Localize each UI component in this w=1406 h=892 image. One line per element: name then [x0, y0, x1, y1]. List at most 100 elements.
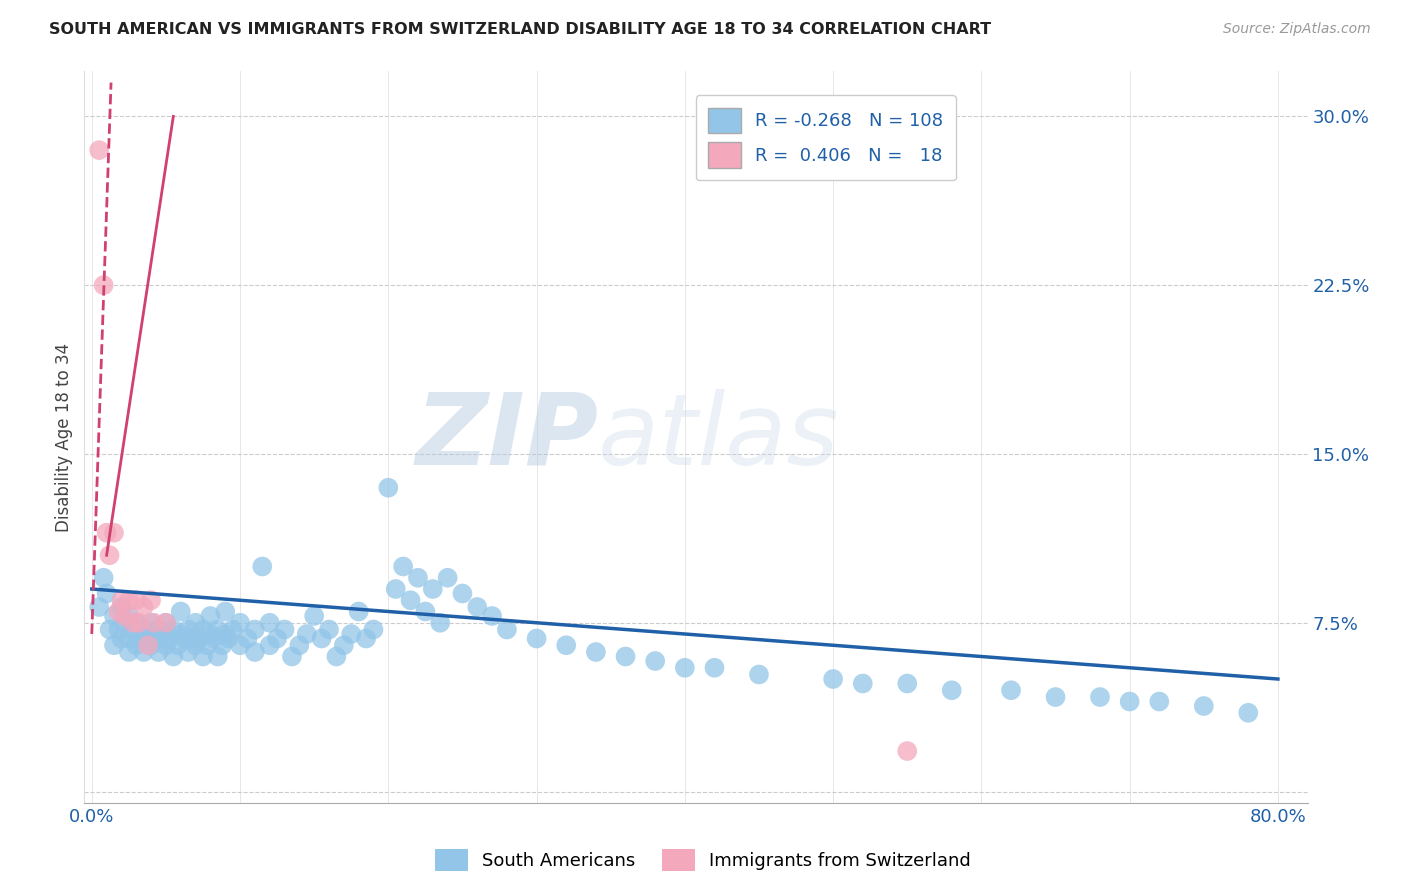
Point	[110, 632, 132, 646]
Point	[132, 599, 155, 614]
Point	[614, 649, 637, 664]
Point	[118, 593, 141, 607]
Point	[214, 627, 236, 641]
Point	[155, 615, 177, 630]
Point	[125, 615, 148, 630]
Point	[896, 676, 918, 690]
Point	[406, 571, 429, 585]
Point	[122, 615, 145, 630]
Point	[422, 582, 444, 596]
Point	[221, 623, 243, 637]
Point	[93, 278, 115, 293]
Text: SOUTH AMERICAN VS IMMIGRANTS FROM SWITZERLAND DISABILITY AGE 18 TO 34 CORRELATIO: SOUTH AMERICAN VS IMMIGRANTS FROM SWITZE…	[49, 22, 991, 37]
Point	[139, 615, 162, 630]
Point	[585, 645, 607, 659]
Point	[122, 623, 145, 637]
Point	[177, 645, 200, 659]
Point	[103, 638, 125, 652]
Point	[1192, 699, 1215, 714]
Point	[148, 645, 170, 659]
Point	[103, 609, 125, 624]
Point	[139, 593, 162, 607]
Point	[644, 654, 666, 668]
Point	[197, 638, 219, 652]
Point	[191, 623, 214, 637]
Point	[252, 559, 274, 574]
Point	[1000, 683, 1022, 698]
Point	[318, 623, 340, 637]
Y-axis label: Disability Age 18 to 34: Disability Age 18 to 34	[55, 343, 73, 532]
Point	[325, 649, 347, 664]
Point	[526, 632, 548, 646]
Point	[202, 632, 225, 646]
Point	[377, 481, 399, 495]
Point	[110, 593, 132, 607]
Point	[481, 609, 503, 624]
Point	[96, 586, 118, 600]
Point	[128, 615, 150, 630]
Point	[118, 632, 141, 646]
Point	[281, 649, 304, 664]
Point	[273, 623, 295, 637]
Point	[93, 571, 115, 585]
Point	[107, 605, 129, 619]
Point	[173, 632, 195, 646]
Point	[823, 672, 845, 686]
Point	[136, 632, 159, 646]
Point	[103, 525, 125, 540]
Point	[465, 599, 488, 614]
Point	[148, 623, 170, 637]
Point	[166, 638, 188, 652]
Point	[415, 605, 437, 619]
Point	[1149, 694, 1171, 708]
Point	[941, 683, 963, 698]
Point	[288, 638, 311, 652]
Point	[128, 632, 150, 646]
Point	[200, 627, 222, 641]
Point	[207, 649, 229, 664]
Point	[266, 632, 288, 646]
Text: ZIP: ZIP	[415, 389, 598, 485]
Point	[243, 623, 266, 637]
Point	[184, 615, 207, 630]
Point	[143, 632, 166, 646]
Point	[132, 623, 155, 637]
Point	[136, 638, 159, 652]
Point	[184, 638, 207, 652]
Point	[217, 632, 239, 646]
Point	[152, 632, 174, 646]
Point	[392, 559, 415, 574]
Point	[139, 638, 162, 652]
Point	[181, 632, 204, 646]
Point	[112, 615, 135, 630]
Legend: R = -0.268   N = 108, R =  0.406   N =   18: R = -0.268 N = 108, R = 0.406 N = 18	[696, 95, 956, 180]
Point	[155, 615, 177, 630]
Point	[496, 623, 519, 637]
Point	[852, 676, 875, 690]
Point	[211, 638, 233, 652]
Point	[187, 632, 209, 646]
Point	[703, 661, 725, 675]
Point	[384, 582, 406, 596]
Point	[311, 632, 333, 646]
Point	[170, 605, 193, 619]
Point	[1088, 690, 1111, 704]
Text: atlas: atlas	[598, 389, 839, 485]
Point	[125, 593, 148, 607]
Point	[89, 599, 111, 614]
Point	[555, 638, 578, 652]
Point	[1045, 690, 1067, 704]
Point	[347, 605, 370, 619]
Point	[118, 645, 141, 659]
Point	[236, 632, 259, 646]
Point	[295, 627, 318, 641]
Point	[1237, 706, 1260, 720]
Point	[162, 623, 184, 637]
Point	[673, 661, 696, 675]
Point	[155, 638, 177, 652]
Point	[302, 609, 325, 624]
Point	[207, 623, 229, 637]
Point	[259, 638, 281, 652]
Point	[107, 623, 129, 637]
Point	[399, 593, 422, 607]
